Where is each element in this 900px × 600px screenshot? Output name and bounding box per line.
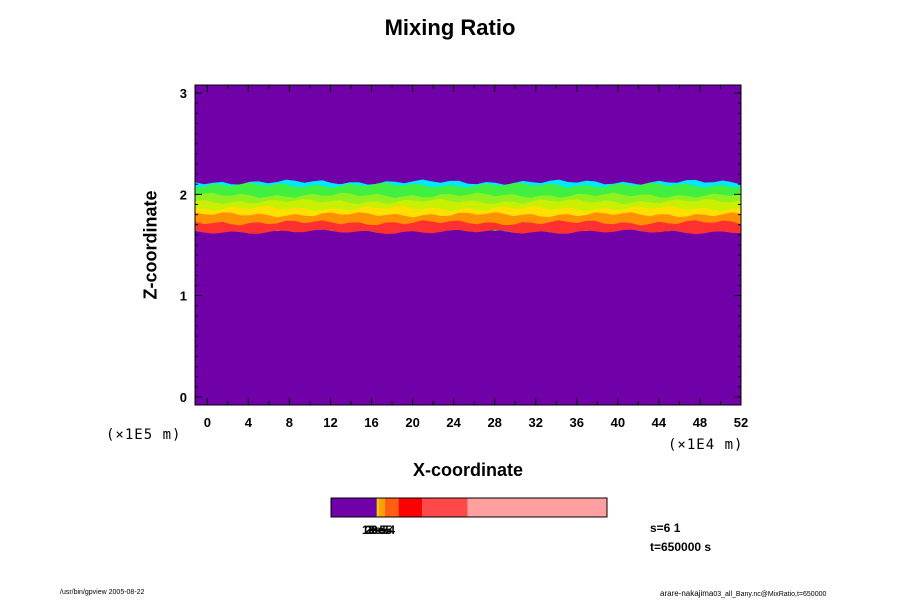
- colorbar-segment-6: [422, 498, 468, 517]
- x-tick-label: 40: [611, 415, 625, 430]
- colorbar-label: 3e-5: [368, 523, 392, 537]
- colorbar-segment-7: [467, 498, 607, 517]
- heatmap-background: [195, 85, 741, 405]
- x-tick-label: 52: [734, 415, 748, 430]
- x-tick-label: 36: [570, 415, 584, 430]
- colorbar-frame: [330, 497, 608, 518]
- footer-right-small: 03_all_Bany.nc@MixRatio,t=650000: [713, 591, 827, 598]
- x-tick-label: 0: [204, 415, 211, 430]
- colorbar-segment-5: [398, 498, 423, 517]
- footer-right: arare-nakajima03_all_Bany.nc@MixRatio,t=…: [660, 589, 826, 598]
- x-tick-label: 8: [286, 415, 293, 430]
- plot-area: [195, 85, 741, 405]
- chart-title: Mixing Ratio: [384, 15, 516, 40]
- x-axis-label: X-coordinate: [412, 460, 523, 480]
- y-tick-label: 0: [180, 390, 187, 405]
- x-tick-label: 24: [446, 415, 461, 430]
- heatmap-layer-7: [195, 220, 741, 235]
- colorbar-segment-2: [376, 498, 379, 517]
- colorbar-label: 1e-5: [362, 523, 386, 537]
- x-scale-label: (×1E5 m): [106, 427, 182, 443]
- colorbar-segment-4: [384, 498, 399, 517]
- y-tick-label: 1: [180, 289, 187, 304]
- footer-right-main: arare-nakajima: [660, 589, 714, 598]
- t-label: t=650000 s: [650, 540, 712, 554]
- x-tick-label: 4: [245, 415, 253, 430]
- y-axis-label: Z-coordinate: [140, 190, 161, 300]
- x-tick-label: 28: [487, 415, 501, 430]
- x-tick-label: 48: [693, 415, 707, 430]
- s-label: s=6 1: [650, 521, 681, 535]
- colorbar-label: 2e-5: [365, 523, 389, 537]
- x-tick-label: 44: [652, 415, 667, 430]
- colorbar-label: 3e-4: [371, 523, 395, 537]
- x-tick-label: 20: [405, 415, 419, 430]
- colorbar-segment-1: [331, 498, 377, 517]
- y-tick-label: 3: [180, 86, 187, 101]
- colorbar: 1e-52e-53e-53e-4: [330, 497, 608, 537]
- y-tick-label: 2: [180, 187, 187, 202]
- x-tick-label: 16: [364, 415, 378, 430]
- x-tick-label: 12: [323, 415, 337, 430]
- colorbar-segment-3: [378, 498, 385, 517]
- x-tick-label: 32: [529, 415, 543, 430]
- footer-left: /usr/bin/gpview 2005-08-22: [60, 589, 145, 596]
- y-scale-label: (×1E4 m): [668, 437, 744, 453]
